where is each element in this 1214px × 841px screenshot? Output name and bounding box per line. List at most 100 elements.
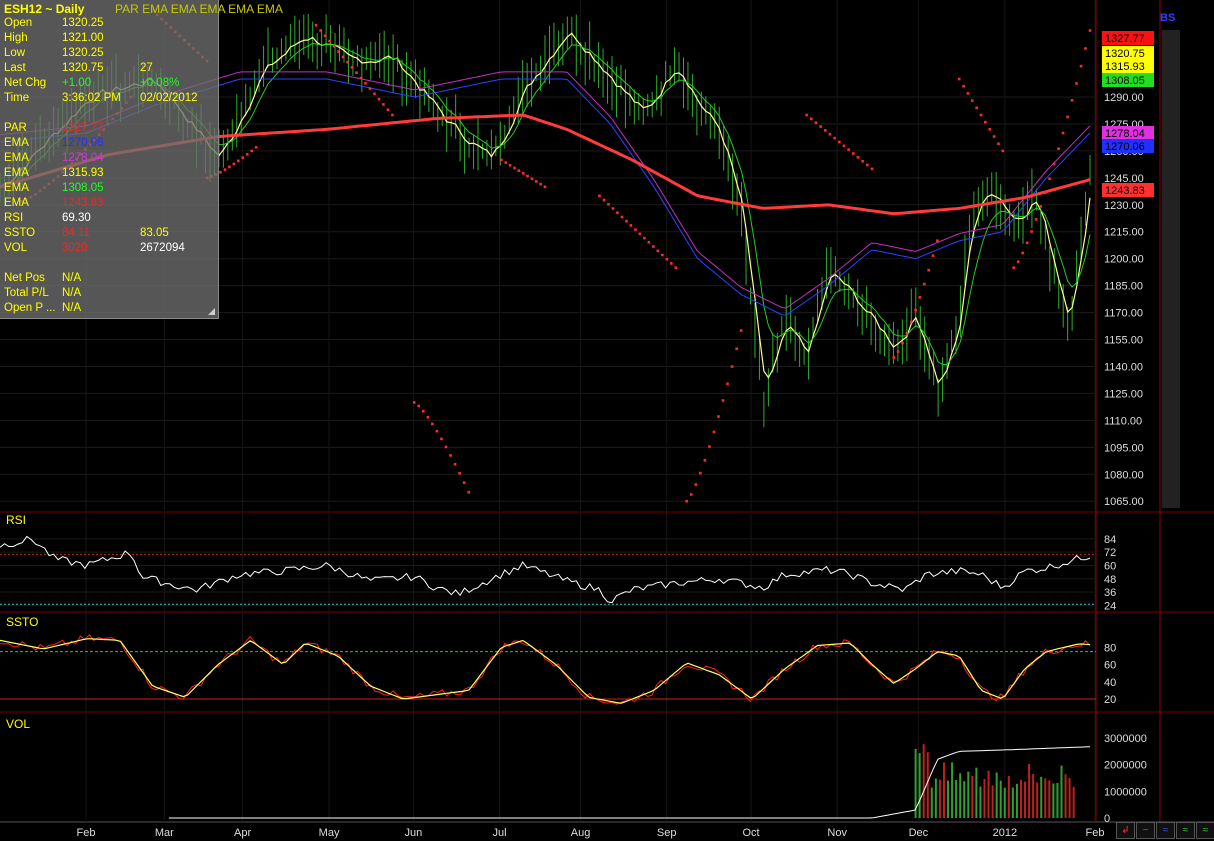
sar-dot xyxy=(957,77,961,81)
indicator-legend: PAR EMA EMA EMA EMA EMA xyxy=(115,2,283,16)
expand-icon[interactable]: ≈ xyxy=(1176,822,1195,839)
sar-dot xyxy=(337,50,340,53)
sar-dot xyxy=(870,167,874,171)
sar-dot xyxy=(373,92,376,96)
sar-dot xyxy=(526,174,529,178)
quote-info-panel: ESH12 ~ Daily Open 1320.25 High 1321.00 Low 1… xyxy=(0,0,219,319)
ssto-tick-label: 40 xyxy=(1104,677,1116,689)
sar-dot xyxy=(689,493,693,496)
info-label: EMA xyxy=(4,197,29,209)
sar-dot xyxy=(332,44,336,48)
bs-label[interactable]: BS xyxy=(1160,12,1176,24)
info-label: EMA xyxy=(4,167,29,179)
price-tick-label: 1275.00 xyxy=(1104,119,1144,131)
sar-dot xyxy=(1084,47,1087,50)
sar-dot xyxy=(1057,147,1060,151)
time-tick-label: Feb xyxy=(1086,827,1105,839)
time-tick-label: Jun xyxy=(405,827,423,839)
sar-dot xyxy=(458,471,461,475)
price-tick-label: 1080.00 xyxy=(1104,469,1144,481)
scroll-left-icon[interactable]: ↲ xyxy=(1116,822,1135,839)
ssto-panel-label: SSTO xyxy=(6,615,38,629)
info-label: High xyxy=(4,32,28,44)
info-value: 84.11 xyxy=(62,227,90,239)
info-label: EMA xyxy=(4,137,29,149)
vol-tick-label: 2000000 xyxy=(1104,760,1147,772)
sar-dot xyxy=(539,182,542,186)
sar-dot xyxy=(359,76,363,80)
sar-dot xyxy=(661,253,664,257)
sar-dot xyxy=(412,401,416,404)
price-tick-label: 1185.00 xyxy=(1104,281,1143,293)
sar-dot xyxy=(382,103,385,106)
sar-dot xyxy=(1088,29,1092,32)
sar-dot xyxy=(966,92,970,95)
time-tick-label: Mar xyxy=(155,827,174,839)
info-value: 3:36:02 PM xyxy=(62,92,121,104)
info-value-2: 27 xyxy=(140,62,153,74)
rsi-tick-label: 48 xyxy=(1104,574,1116,586)
info-label: Time xyxy=(4,92,30,104)
time-tick-label: May xyxy=(319,827,340,839)
info-label: RSI xyxy=(4,212,24,224)
price-tag-label: 1315.93 xyxy=(1105,61,1145,73)
price-tick-label: 1125.00 xyxy=(1104,388,1143,400)
sar-dot xyxy=(708,445,711,448)
ssto-d-line xyxy=(0,638,1091,704)
sar-dot xyxy=(847,148,850,151)
sar-dot xyxy=(670,262,673,265)
compress-icon[interactable]: ≈ xyxy=(1156,822,1175,839)
info-value-2: 83.05 xyxy=(140,227,169,239)
vol-tick-label: 3000000 xyxy=(1104,733,1147,745)
info-value: 1315.93 xyxy=(62,167,104,179)
sar-dot xyxy=(809,117,813,121)
sar-dot xyxy=(814,121,818,124)
sar-dot xyxy=(517,169,521,172)
sar-dot xyxy=(699,471,702,475)
info-value: 1243.83 xyxy=(62,197,104,209)
sar-dot xyxy=(364,81,367,85)
sar-dot xyxy=(219,170,222,174)
sar-dot xyxy=(500,158,503,162)
sar-dot xyxy=(833,136,836,140)
rsi-tick-label: 84 xyxy=(1104,534,1116,546)
price-tag xyxy=(1102,126,1154,140)
sar-dot xyxy=(254,146,258,149)
sar-dot xyxy=(656,249,660,253)
info-label: Net Chg xyxy=(4,77,47,89)
sar-dot xyxy=(616,211,619,215)
sar-dot xyxy=(417,404,421,408)
sar-dot xyxy=(377,97,381,101)
sar-dot xyxy=(1021,251,1024,255)
sar-dot xyxy=(368,87,372,90)
price-tick-label: 1065.00 xyxy=(1104,496,1144,508)
sar-dot xyxy=(665,257,669,261)
sar-dot xyxy=(1070,99,1074,102)
sar-dot xyxy=(1016,260,1020,264)
sar-dot xyxy=(431,422,434,426)
sar-dot xyxy=(462,481,466,484)
sar-dot xyxy=(694,483,698,486)
info-value: 3020 xyxy=(62,242,88,254)
price-tag xyxy=(1102,183,1154,197)
info-label: SSTO xyxy=(4,227,36,239)
rsi-tick-label: 36 xyxy=(1104,587,1116,599)
vol-panel-label: VOL xyxy=(6,717,30,731)
sar-dot xyxy=(629,224,633,227)
info-label: Total P/L xyxy=(4,287,49,299)
price-scrollbar xyxy=(1162,30,1180,508)
price-tick-label: 1215.00 xyxy=(1104,227,1144,239)
scroll-right-icon[interactable]: ≈ xyxy=(1196,822,1214,839)
rsi-tick-label: 60 xyxy=(1104,560,1116,572)
panel-resize-icon[interactable] xyxy=(208,308,215,315)
sar-dot xyxy=(314,23,318,27)
zoom-out-icon[interactable]: − xyxy=(1136,822,1155,839)
price-tick-label: 1200.00 xyxy=(1104,254,1144,266)
sar-dot xyxy=(1039,205,1042,208)
ssto-tick-label: 20 xyxy=(1104,694,1116,706)
sar-dot xyxy=(647,241,651,244)
sar-dot xyxy=(620,215,624,219)
info-value: 69.30 xyxy=(62,212,91,224)
info-label: VOL xyxy=(4,242,28,254)
time-tick-label: Apr xyxy=(234,827,251,839)
